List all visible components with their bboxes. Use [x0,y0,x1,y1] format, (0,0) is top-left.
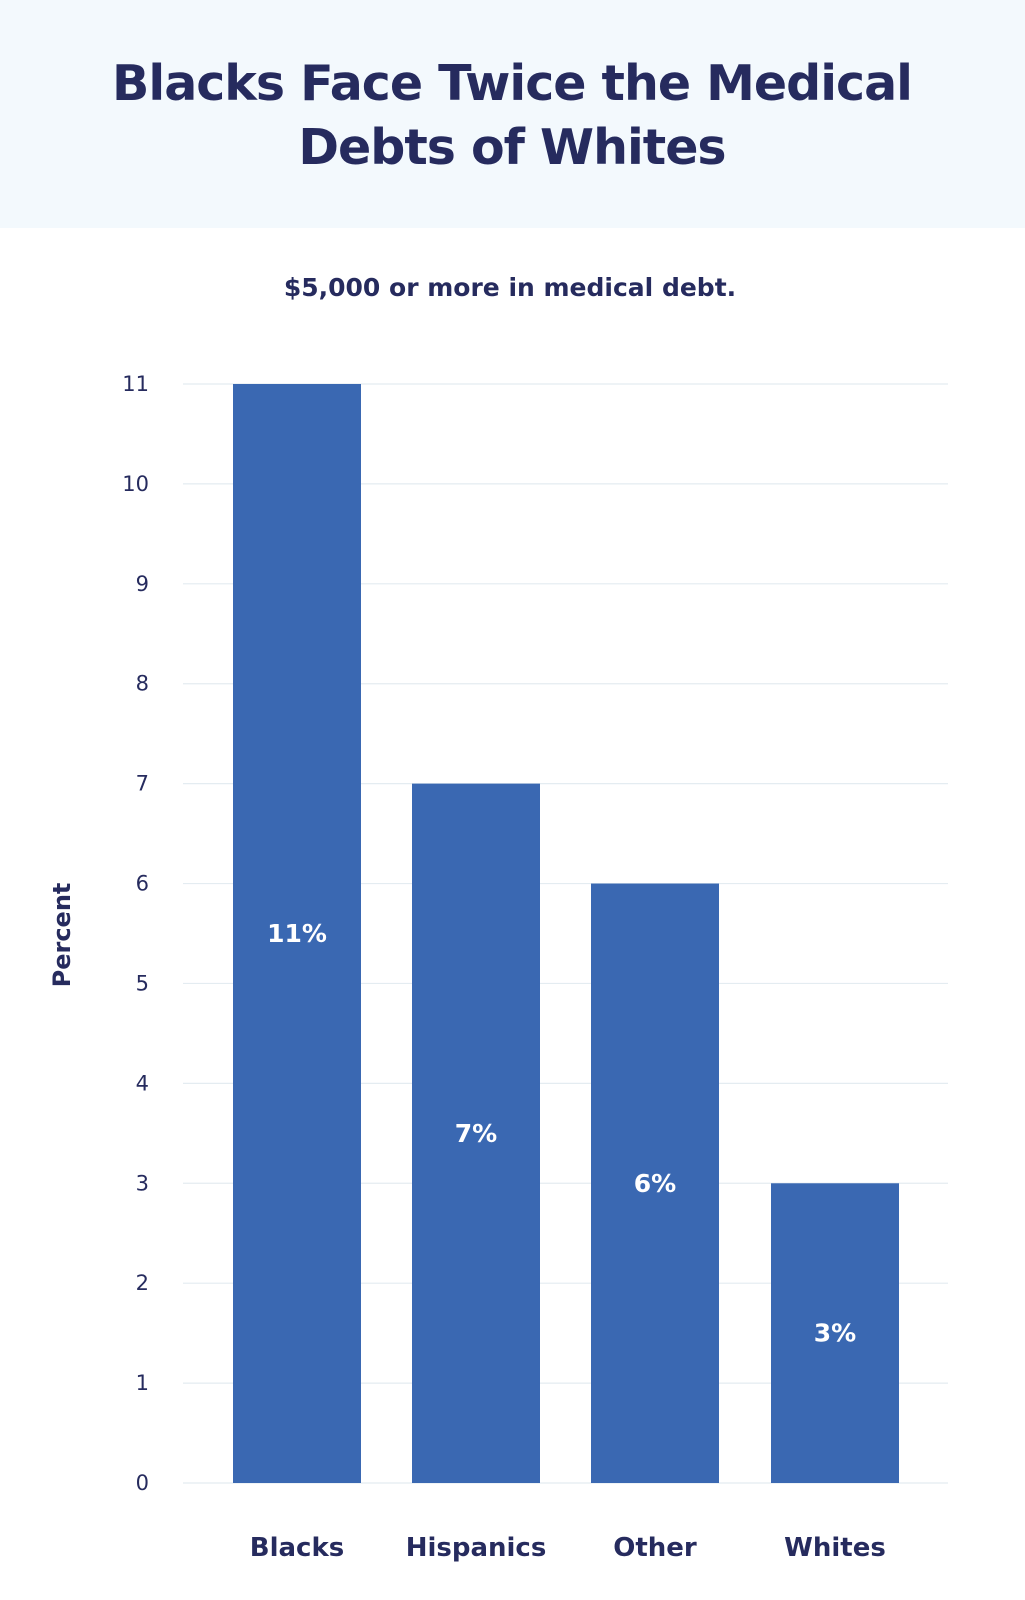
bar [591,883,719,1483]
y-tick-label: 5 [136,971,149,995]
x-category-label: Hispanics [406,1533,547,1563]
title-banner: Blacks Face Twice the Medical Debts of W… [0,0,1025,228]
y-tick-label: 3 [136,1171,149,1195]
bar [233,384,361,1483]
bar [771,1183,899,1483]
y-tick-label: 11 [122,372,149,396]
y-tick-label: 7 [136,772,149,796]
data-label: 11% [267,919,327,948]
bar [412,783,540,1483]
x-category-label: Whites [784,1533,886,1563]
data-label: 6% [634,1169,676,1198]
data-label: 7% [455,1119,497,1148]
y-tick-label: 4 [136,1071,149,1095]
x-category-label: Blacks [250,1533,344,1563]
x-category-label: Other [613,1533,697,1563]
chart-title: Blacks Face Twice the Medical Debts of W… [112,55,913,176]
y-tick-label: 9 [136,572,149,596]
y-tick-label: 1 [136,1371,149,1395]
y-tick-label: 0 [136,1471,149,1495]
data-label: 3% [814,1319,856,1348]
y-tick-label: 6 [136,872,149,896]
y-tick-label: 8 [136,672,149,696]
y-tick-label: 10 [122,472,149,496]
chart-subtitle: $5,000 or more in medical debt. [283,273,737,302]
y-tick-label: 2 [136,1271,149,1295]
